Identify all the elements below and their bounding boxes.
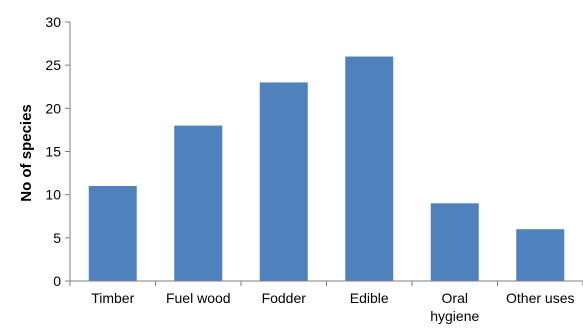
y-tick-label: 30 [45,14,61,30]
x-axis-ticks: Timber Fuel wood Fodder Edible Oral hygiene Ot… [69,281,583,324]
bar-edible [345,56,394,282]
y-tick-label: 25 [45,57,61,73]
x-tick-label: Edible [350,290,389,306]
x-tick-label: Fuel wood [166,290,231,306]
x-tick-label: Other uses [506,290,574,306]
y-tick-label: 15 [45,144,61,160]
y-tick-label: 10 [45,187,61,203]
x-tick-label: Oral hygiene [430,290,479,324]
y-tick-label: 5 [53,230,61,246]
y-tick-label: 20 [45,100,61,116]
bar-timber [88,186,137,281]
x-tick-label: Timber [91,290,134,306]
y-axis-title: No of species [18,104,35,202]
bar-fodder [259,82,308,281]
bar-oral-hygiene [430,203,479,281]
bar-fuel-wood [174,125,223,281]
axes [69,22,583,282]
bar-other-uses [516,229,565,281]
x-tick-label: Fodder [262,290,307,306]
bars [88,56,565,282]
y-tick-label: 0 [53,273,61,289]
y-axis-ticks: 0 5 10 15 20 25 30 [45,14,70,289]
